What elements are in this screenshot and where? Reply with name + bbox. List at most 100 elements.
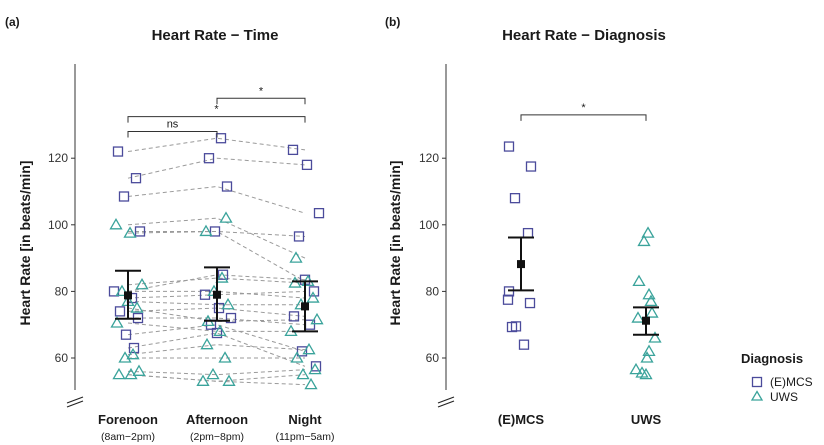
panel-a-point: [287, 144, 299, 156]
panel-b-point: [525, 161, 537, 172]
panel-a-subject-line: [127, 137, 306, 153]
panel-b-x-tick-uws: UWS: [631, 412, 662, 427]
panel-a-point: [112, 146, 124, 157]
panel-a-point: [218, 351, 232, 363]
panel-b-point: [645, 306, 659, 318]
panel-a-x-tick-afternoon: Afternoon: [186, 412, 248, 427]
legend-emcs-label: (E)MCS: [770, 375, 813, 389]
panel-b-axis-break-mark: [437, 396, 455, 404]
panel-a-point: [206, 367, 220, 380]
panel-a-point: [109, 218, 123, 230]
panel-a-significance-label: *: [214, 104, 219, 116]
panel-a-subject-line: [127, 230, 306, 282]
panel-b-y-tick-label-100: 100: [419, 218, 439, 232]
panel-a-significance-bracket: [127, 131, 218, 138]
panel-a-x-tick-night: Night: [288, 412, 322, 427]
legend-title: Diagnosis: [741, 351, 803, 366]
panel-a-point: [313, 207, 325, 219]
panel-b-point: [629, 362, 643, 375]
panel-a-subject-line: [127, 274, 306, 292]
panel-a-subject-line: [127, 332, 306, 367]
panel-a-subject-line: [127, 300, 305, 306]
panel-a-y-tick-label-60: 60: [55, 351, 69, 365]
panel-b-y-tick-label-60: 60: [426, 351, 440, 365]
panel-a-point: [124, 367, 138, 380]
panel-a-significance-label: *: [259, 85, 264, 97]
panel-a-x-sublabel-night: (11pm−5am): [275, 431, 334, 443]
panel-a-significance-bracket: [216, 97, 306, 105]
panel-b-point: [509, 193, 521, 204]
panel-a-point: [225, 312, 237, 324]
panel-a-point: [222, 374, 236, 386]
panel-a-point: [215, 133, 227, 144]
panel-a-label: (a): [5, 15, 20, 29]
legend-uws-label: UWS: [770, 390, 798, 404]
panel-a-subject-line: [127, 185, 306, 214]
panel-a-point: [211, 327, 223, 339]
panel-a-axis-break-mark: [66, 396, 84, 404]
panel-a-subject-line: [127, 307, 306, 317]
panel-b-point: [644, 294, 658, 307]
panel-a-point: [306, 291, 320, 303]
panel-a-point: [123, 226, 137, 238]
panel-a-point: [118, 191, 130, 202]
panel-a-point: [128, 342, 140, 354]
panel-a-title: Heart Rate − Time: [152, 27, 279, 44]
panel-b-y-tick-label-80: 80: [426, 284, 440, 298]
panel-b-point: [642, 287, 656, 300]
panel-b-point: [641, 226, 655, 238]
panel-b-x-tick-emcs: (E)MCS: [498, 412, 545, 427]
panel-a-point: [209, 226, 221, 237]
panel-a-subject-line: [127, 369, 306, 376]
panel-a-significance-label: ns: [167, 119, 179, 131]
panel-a-point: [213, 324, 227, 337]
panel-b-point: [632, 274, 646, 287]
panel-a-point: [112, 367, 126, 380]
panel-a-point: [135, 277, 149, 290]
panel-a-point: [219, 211, 233, 223]
panel-a-point: [199, 224, 213, 237]
panel-a-subject-line: [127, 290, 306, 299]
panel-a-subject-line: [127, 324, 306, 352]
panel-a-point: [120, 329, 132, 340]
panel-a-subject-line: [127, 307, 306, 322]
panel-a-plot: 60 80 100 120 ns * *: [48, 64, 325, 408]
panel-a-mean-marker: [301, 302, 309, 311]
panel-a-point: [288, 311, 300, 322]
panel-b-point: [518, 339, 530, 350]
panel-a-significance-bracket: [127, 116, 306, 123]
panel-a-point: [302, 342, 316, 355]
panel-a-point: [221, 181, 233, 192]
panel-a-y-tick-label-120: 120: [48, 151, 68, 165]
panel-a-x-tick-forenoon: Forenoon: [98, 412, 158, 427]
panel-b-y-tick-label-120: 120: [419, 151, 439, 165]
legend-uws-swatch: [750, 390, 764, 401]
panel-a-point: [310, 361, 322, 372]
panel-a-point: [134, 226, 146, 237]
panel-a-point: [290, 351, 304, 363]
panel-a-x-sublabel-afternoon: (2pm−8pm): [190, 431, 244, 443]
panel-a-point: [215, 271, 229, 283]
panel-b-mean-marker: [642, 316, 650, 325]
panel-a-subject-line: [127, 344, 306, 356]
panel-b-point: [503, 141, 515, 152]
panel-a-subject-line: [127, 277, 306, 286]
panel-a-point: [293, 231, 305, 242]
panel-a-point: [308, 286, 320, 297]
panel-a-subject-line: [128, 317, 306, 326]
panel-a-point: [221, 297, 235, 310]
panel-b-point: [524, 297, 536, 309]
panel-a-y-axis-label: Heart Rate [in beats/min]: [17, 161, 33, 326]
panel-b-title: Heart Rate − Diagnosis: [502, 27, 666, 44]
panel-b-point: [502, 294, 514, 305]
panel-b-point: [639, 367, 653, 380]
panel-a-point: [296, 367, 310, 380]
panel-a-y-tick-label-80: 80: [55, 284, 69, 298]
panel-a-point: [115, 284, 129, 297]
panel-b-point: [640, 351, 654, 363]
panel-b-point: [631, 311, 645, 323]
panel-a-subject-line: [128, 290, 306, 299]
panel-a-point: [200, 337, 214, 350]
panel-a-point: [304, 377, 318, 390]
